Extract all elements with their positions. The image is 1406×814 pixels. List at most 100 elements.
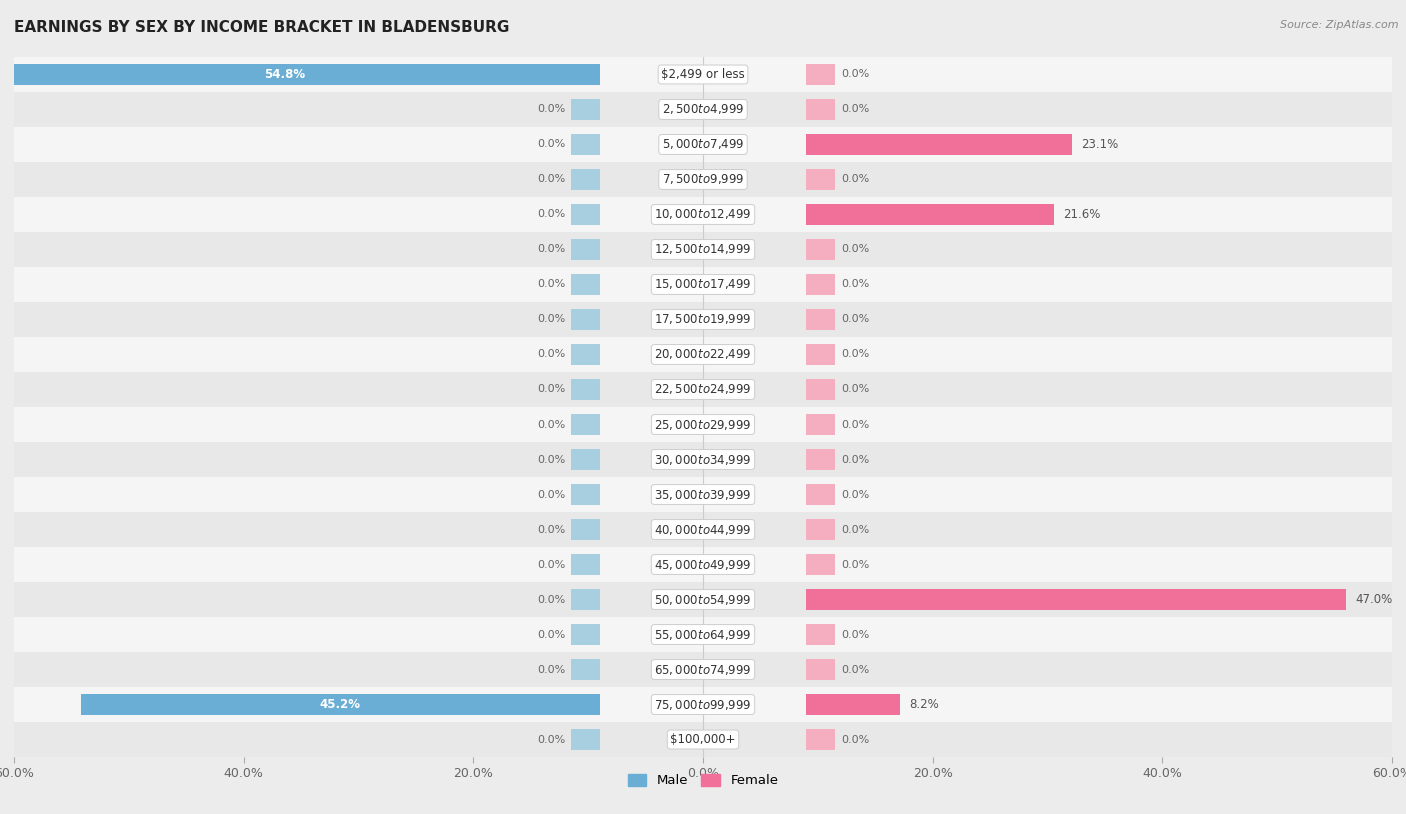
Bar — [14, 547, 1392, 582]
Text: 0.0%: 0.0% — [841, 419, 869, 430]
Bar — [14, 582, 1392, 617]
Bar — [14, 372, 1392, 407]
Text: $5,000 to $7,499: $5,000 to $7,499 — [662, 138, 744, 151]
Text: $20,000 to $22,499: $20,000 to $22,499 — [654, 348, 752, 361]
Text: 0.0%: 0.0% — [841, 69, 869, 80]
Bar — [571, 239, 599, 260]
Bar — [14, 477, 1392, 512]
Bar — [571, 99, 599, 120]
Bar — [807, 134, 1071, 155]
Bar — [807, 169, 835, 190]
Text: 0.0%: 0.0% — [841, 279, 869, 290]
Bar — [807, 379, 835, 400]
Text: 0.0%: 0.0% — [841, 734, 869, 745]
Text: 0.0%: 0.0% — [841, 349, 869, 360]
Bar — [571, 169, 599, 190]
Text: 0.0%: 0.0% — [537, 664, 565, 675]
Text: $40,000 to $44,999: $40,000 to $44,999 — [654, 523, 752, 536]
Bar — [807, 694, 900, 715]
Bar — [14, 687, 1392, 722]
Bar — [571, 134, 599, 155]
Text: $2,499 or less: $2,499 or less — [661, 68, 745, 81]
Text: 0.0%: 0.0% — [537, 139, 565, 150]
Bar — [807, 589, 1346, 610]
Text: $7,500 to $9,999: $7,500 to $9,999 — [662, 173, 744, 186]
Text: 0.0%: 0.0% — [537, 489, 565, 500]
Text: 0.0%: 0.0% — [841, 104, 869, 115]
Bar — [807, 309, 835, 330]
Text: $50,000 to $54,999: $50,000 to $54,999 — [654, 593, 752, 606]
Text: $75,000 to $99,999: $75,000 to $99,999 — [654, 698, 752, 711]
Bar — [571, 379, 599, 400]
Text: $35,000 to $39,999: $35,000 to $39,999 — [654, 488, 752, 501]
Bar — [14, 232, 1392, 267]
Bar — [571, 729, 599, 750]
Bar — [571, 274, 599, 295]
Text: 47.0%: 47.0% — [1355, 593, 1392, 606]
Bar — [571, 484, 599, 505]
Text: 54.8%: 54.8% — [264, 68, 305, 81]
Bar — [0, 64, 599, 85]
Text: 0.0%: 0.0% — [537, 279, 565, 290]
Bar — [571, 519, 599, 540]
Bar — [14, 617, 1392, 652]
Bar — [807, 449, 835, 470]
Bar — [14, 162, 1392, 197]
Text: 0.0%: 0.0% — [841, 629, 869, 640]
Text: 0.0%: 0.0% — [841, 384, 869, 395]
Bar — [807, 204, 1054, 225]
Bar — [571, 204, 599, 225]
Bar — [807, 519, 835, 540]
Legend: Male, Female: Male, Female — [623, 768, 783, 792]
Text: 0.0%: 0.0% — [537, 209, 565, 220]
Bar — [14, 407, 1392, 442]
Bar — [807, 344, 835, 365]
Bar — [807, 274, 835, 295]
Text: 0.0%: 0.0% — [841, 314, 869, 325]
Bar — [571, 344, 599, 365]
Text: 0.0%: 0.0% — [537, 384, 565, 395]
Text: 0.0%: 0.0% — [537, 244, 565, 255]
Bar — [571, 554, 599, 575]
Bar — [14, 337, 1392, 372]
Bar — [807, 239, 835, 260]
Text: 0.0%: 0.0% — [537, 559, 565, 570]
Bar — [14, 267, 1392, 302]
Bar — [14, 442, 1392, 477]
Text: 0.0%: 0.0% — [841, 454, 869, 465]
Text: 0.0%: 0.0% — [841, 174, 869, 185]
Bar — [571, 309, 599, 330]
Bar — [14, 127, 1392, 162]
Text: 0.0%: 0.0% — [537, 629, 565, 640]
Bar — [571, 449, 599, 470]
Text: 0.0%: 0.0% — [537, 594, 565, 605]
Text: 0.0%: 0.0% — [841, 244, 869, 255]
Bar — [807, 414, 835, 435]
Bar — [14, 197, 1392, 232]
Bar — [571, 589, 599, 610]
Text: Source: ZipAtlas.com: Source: ZipAtlas.com — [1281, 20, 1399, 30]
Text: $10,000 to $12,499: $10,000 to $12,499 — [654, 208, 752, 221]
Bar — [807, 659, 835, 680]
Text: $15,000 to $17,499: $15,000 to $17,499 — [654, 278, 752, 291]
Text: $17,500 to $19,999: $17,500 to $19,999 — [654, 313, 752, 326]
Text: $30,000 to $34,999: $30,000 to $34,999 — [654, 453, 752, 466]
Bar — [571, 624, 599, 645]
Bar — [14, 57, 1392, 92]
Text: 21.6%: 21.6% — [1063, 208, 1101, 221]
Text: 0.0%: 0.0% — [841, 664, 869, 675]
Text: $65,000 to $74,999: $65,000 to $74,999 — [654, 663, 752, 676]
Text: EARNINGS BY SEX BY INCOME BRACKET IN BLADENSBURG: EARNINGS BY SEX BY INCOME BRACKET IN BLA… — [14, 20, 509, 35]
Text: 0.0%: 0.0% — [537, 349, 565, 360]
Text: 0.0%: 0.0% — [537, 314, 565, 325]
Text: $55,000 to $64,999: $55,000 to $64,999 — [654, 628, 752, 641]
Text: $100,000+: $100,000+ — [671, 733, 735, 746]
Text: 45.2%: 45.2% — [319, 698, 361, 711]
Bar — [14, 92, 1392, 127]
Text: $22,500 to $24,999: $22,500 to $24,999 — [654, 383, 752, 396]
Bar — [807, 729, 835, 750]
Text: 0.0%: 0.0% — [537, 524, 565, 535]
Text: 0.0%: 0.0% — [537, 174, 565, 185]
Bar — [807, 99, 835, 120]
Text: 0.0%: 0.0% — [537, 419, 565, 430]
